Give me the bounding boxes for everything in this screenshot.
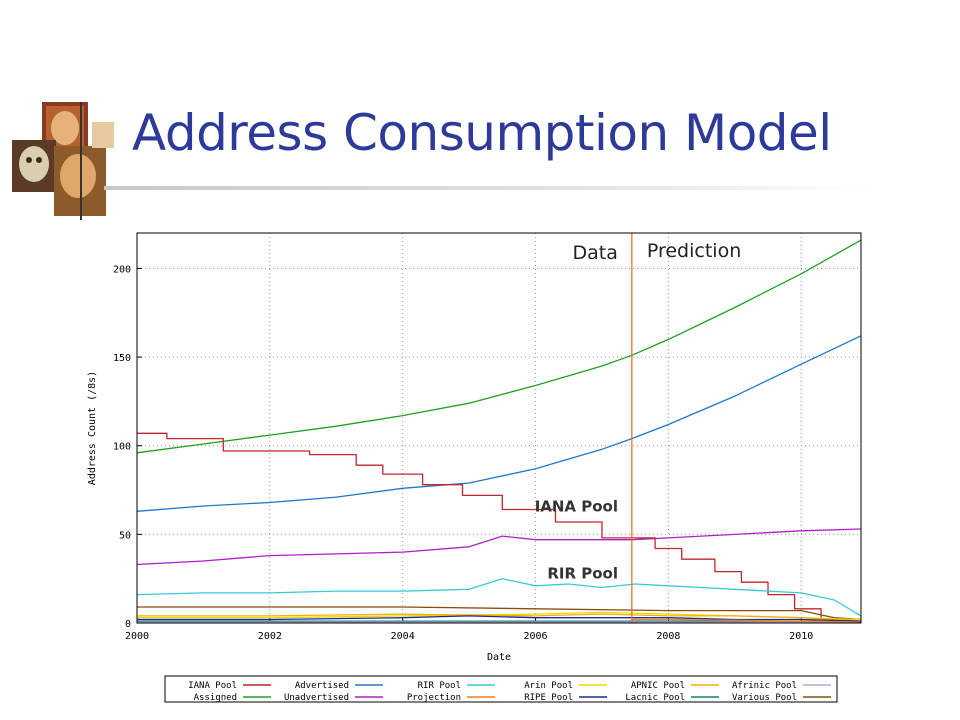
legend-label: RIR Pool	[418, 681, 461, 691]
x-axis-label: Date	[487, 652, 511, 663]
series-line-advertised	[136, 335, 862, 512]
legend-label: Arin Pool	[524, 681, 573, 691]
title-accent-bar	[80, 102, 82, 220]
legend-label: Various Pool	[732, 693, 797, 703]
y-tick-label: 200	[113, 264, 131, 275]
series-line-assigned	[136, 239, 862, 454]
series-line-various-pool	[137, 606, 862, 621]
slide-title: Address Consumption Model	[132, 104, 832, 162]
x-tick-label: 2008	[656, 631, 680, 642]
legend-label: Afrinic Pool	[732, 681, 797, 691]
y-tick-label: 100	[113, 442, 131, 453]
legend-box	[164, 675, 838, 703]
y-axis-label: Address Count (/8s)	[87, 371, 98, 485]
series-line-rir-pool	[136, 578, 862, 617]
series-line-iana-pool	[137, 432, 861, 621]
x-tick-label: 2002	[258, 631, 282, 642]
legend-label: Projection	[407, 693, 461, 703]
y-tick-label: 50	[119, 530, 131, 541]
series-line-ripe-pool	[137, 615, 862, 622]
legend-label: IANA Pool	[188, 681, 237, 691]
legend-label: Unadvertised	[284, 693, 349, 703]
series-line-projection	[631, 618, 862, 623]
x-tick-label: 2006	[523, 631, 547, 642]
legend-label: Lacnic Pool	[625, 693, 685, 703]
title-underline	[104, 186, 874, 190]
y-tick-label: 150	[113, 353, 131, 364]
y-tick-label: 0	[125, 619, 131, 630]
x-tick-label: 2000	[125, 631, 149, 642]
series-line-unadvertised	[136, 528, 862, 566]
plot-frame	[136, 232, 862, 624]
legend-label: Advertised	[295, 681, 349, 691]
x-tick-label: 2010	[789, 631, 813, 642]
collage-image	[12, 102, 114, 216]
legend-label: Assigned	[194, 693, 237, 703]
series-line-apnic-pool	[137, 613, 862, 622]
annotation-label: RIR Pool	[547, 565, 618, 583]
address-consumption-chart: 0 50 100 150 200 2000 2002 2004 2006 2008 2010 Data…	[87, 232, 862, 703]
prediction-region-label: Prediction	[647, 240, 741, 262]
legend-label: APNIC Pool	[631, 681, 685, 691]
x-tick-label: 2004	[391, 631, 415, 642]
legend-label: RIPE Pool	[524, 693, 573, 703]
data-region-label: Data	[572, 242, 617, 264]
annotation-label: IANA Pool	[535, 497, 618, 515]
